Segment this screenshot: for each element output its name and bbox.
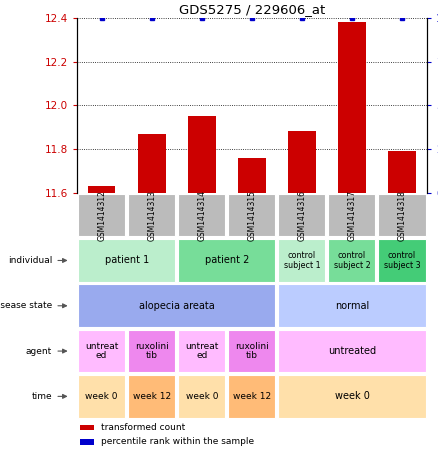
Text: patient 2: patient 2 xyxy=(205,255,249,265)
Bar xyxy=(88,186,116,193)
Text: GSM1414314: GSM1414314 xyxy=(197,190,206,241)
Text: GSM1414312: GSM1414312 xyxy=(97,190,106,241)
Bar xyxy=(80,424,94,430)
Text: week 12: week 12 xyxy=(133,392,171,401)
Bar xyxy=(378,194,426,236)
Title: GDS5275 / 229606_at: GDS5275 / 229606_at xyxy=(179,3,325,15)
Bar xyxy=(288,131,316,193)
Bar xyxy=(178,330,225,372)
Bar xyxy=(128,330,175,372)
Bar xyxy=(78,284,276,327)
Text: individual: individual xyxy=(8,256,52,265)
Bar xyxy=(78,239,175,282)
Text: time: time xyxy=(32,392,52,401)
Text: untreat
ed: untreat ed xyxy=(85,342,118,361)
Text: patient 1: patient 1 xyxy=(105,255,149,265)
Bar xyxy=(279,239,325,282)
Text: agent: agent xyxy=(26,347,52,356)
Bar xyxy=(388,151,416,193)
Text: week 0: week 0 xyxy=(85,392,118,401)
Bar xyxy=(228,194,276,236)
Bar xyxy=(78,375,125,418)
Bar xyxy=(178,239,276,282)
Text: control
subject 2: control subject 2 xyxy=(334,251,371,270)
Bar xyxy=(228,375,276,418)
Text: transformed count: transformed count xyxy=(101,423,185,432)
Bar xyxy=(338,23,366,193)
Text: alopecia areata: alopecia areata xyxy=(139,301,215,311)
Bar xyxy=(178,194,225,236)
Bar xyxy=(138,134,166,193)
Bar xyxy=(328,239,375,282)
Bar xyxy=(80,439,94,445)
Bar xyxy=(78,330,125,372)
Bar xyxy=(279,194,325,236)
Text: GSM1414315: GSM1414315 xyxy=(247,190,256,241)
Bar xyxy=(128,194,175,236)
Text: ruxolini
tib: ruxolini tib xyxy=(135,342,169,361)
Bar xyxy=(128,375,175,418)
Bar xyxy=(78,194,125,236)
Text: normal: normal xyxy=(335,301,369,311)
Text: disease state: disease state xyxy=(0,301,52,310)
Text: untreated: untreated xyxy=(328,346,376,356)
Text: control
subject 3: control subject 3 xyxy=(384,251,420,270)
Text: ruxolini
tib: ruxolini tib xyxy=(235,342,269,361)
Text: GSM1414318: GSM1414318 xyxy=(398,190,406,241)
Text: control
subject 1: control subject 1 xyxy=(283,251,320,270)
Bar xyxy=(228,330,276,372)
Text: percentile rank within the sample: percentile rank within the sample xyxy=(101,438,254,447)
Text: GSM1414313: GSM1414313 xyxy=(147,190,156,241)
Bar xyxy=(238,158,265,193)
Text: week 12: week 12 xyxy=(233,392,271,401)
Text: week 0: week 0 xyxy=(335,391,369,401)
Bar xyxy=(378,239,426,282)
Text: week 0: week 0 xyxy=(186,392,218,401)
Bar xyxy=(188,116,215,193)
Text: GSM1414316: GSM1414316 xyxy=(297,190,307,241)
Bar xyxy=(279,284,426,327)
Text: untreat
ed: untreat ed xyxy=(185,342,219,361)
Bar xyxy=(279,375,426,418)
Text: GSM1414317: GSM1414317 xyxy=(347,190,357,241)
Bar xyxy=(328,194,375,236)
Bar xyxy=(178,375,225,418)
Bar xyxy=(279,330,426,372)
